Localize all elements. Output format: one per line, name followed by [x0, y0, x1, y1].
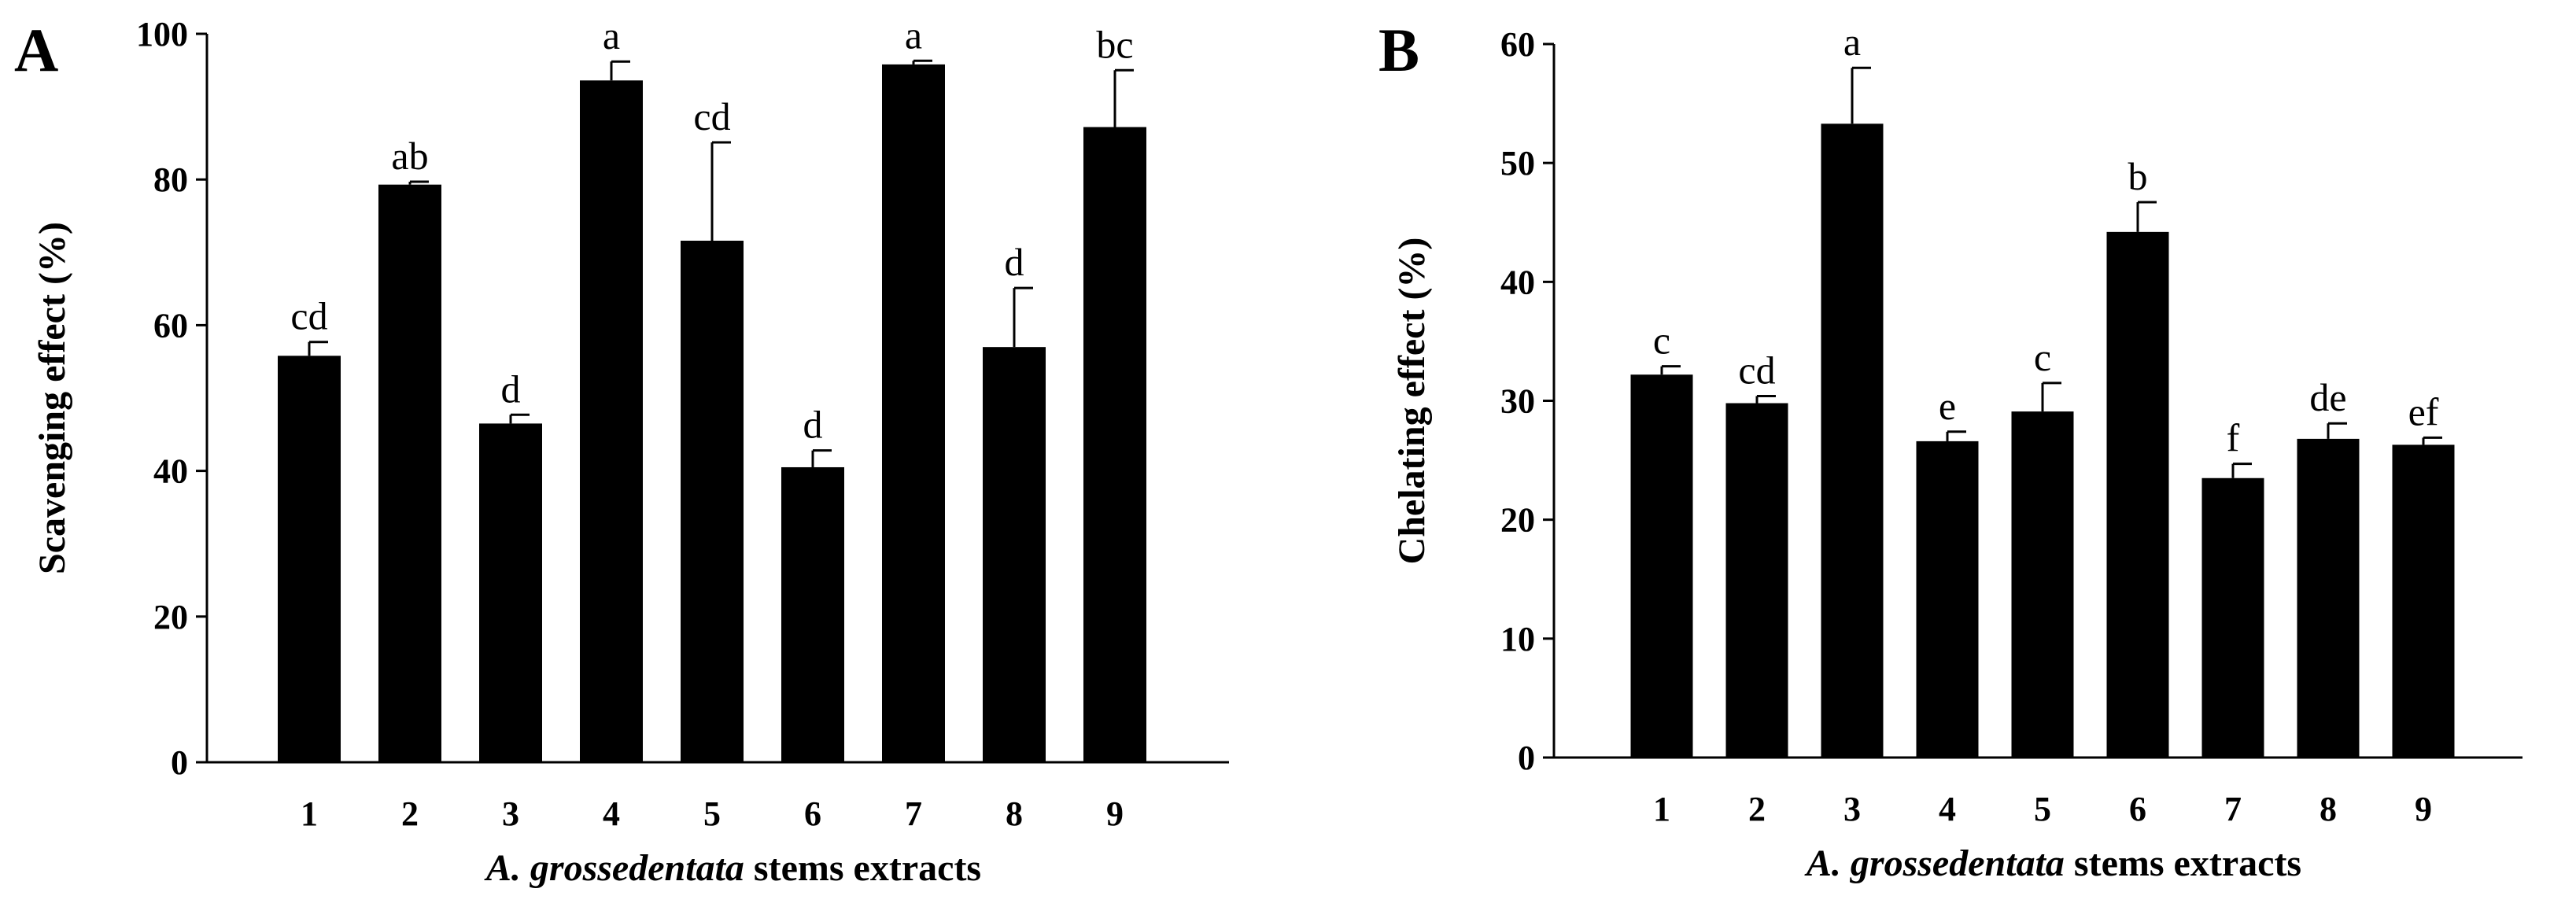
panel-b-bar: [2011, 411, 2074, 758]
panel-a-bar: [580, 80, 643, 763]
panel-b-significance-label: f: [2227, 416, 2240, 460]
panel-a-chart: A Scavenging effect (%) A. grossedentata…: [14, 13, 1229, 889]
panel-b-x-tick-label: 8: [2320, 790, 2337, 828]
panel-b-bar: [1916, 441, 1979, 758]
panel-a-x-axis-title-rest: stems extracts: [744, 847, 981, 889]
panel-a-x-tick-label: 6: [804, 794, 821, 833]
panel-a-significance-label: d: [1005, 240, 1024, 284]
panel-a-y-tick-label: 0: [171, 743, 188, 782]
panel-a-significance-label: cd: [290, 294, 327, 338]
panel-a-x-axis-title: A. grossedentata stems extracts: [484, 847, 981, 889]
panel-b-significance-label: b: [2128, 154, 2148, 198]
panel-a-y-tick-label: 100: [136, 15, 188, 53]
panel-a-x-axis-title-species: A. grossedentata: [484, 847, 744, 889]
panel-b-bar: [2392, 444, 2455, 758]
panel-b-significance-label: cd: [1738, 348, 1775, 392]
panel-a-bar: [681, 240, 744, 762]
panel-b-bar: [2106, 231, 2169, 758]
panel-b-x-tick-label: 2: [1748, 790, 1766, 828]
panel-b-significance-label: c: [1653, 319, 1670, 363]
panel-b-y-tick-label: 60: [1500, 25, 1535, 64]
panel-b-y-axis-title: Chelating effect (%): [1391, 238, 1433, 565]
panel-a-x-tick-label: 1: [301, 794, 318, 833]
panel-a-significance-label: d: [501, 367, 521, 411]
panel-b-y-tick-label: 50: [1500, 144, 1535, 182]
panel-b-bar: [1630, 374, 1693, 758]
panel-b-x-tick-label: 5: [2034, 790, 2051, 828]
panel-a-x-tick-label: 5: [703, 794, 721, 833]
panel-b-significance-label: de: [2309, 375, 2346, 419]
panel-a-x-tick-label: 8: [1006, 794, 1023, 833]
panel-a-y-tick-label: 80: [153, 160, 188, 199]
panel-a-y-tick-label: 20: [153, 598, 188, 636]
panel-a-x-tick-label: 7: [905, 794, 922, 833]
panel-a-y-axis-title: Scavenging effect (%): [31, 222, 73, 574]
panel-a-x-tick-label: 3: [502, 794, 519, 833]
panel-b-x-tick-label: 9: [2415, 790, 2432, 828]
panel-b-bar: [2297, 438, 2360, 758]
panel-b-marks: 0 10 20 30 40 50 60 c 1 cd 2 a 3 e 4 c 5 b 6 f 7 de 8 ef 9: [1500, 20, 2522, 828]
panel-a-y-tick-label: 60: [153, 306, 188, 345]
panel-b-significance-label: c: [2034, 335, 2051, 379]
panel-b-x-axis-title-rest: stems extracts: [2065, 842, 2301, 884]
panel-b-y-tick-label: 40: [1500, 263, 1535, 301]
panel-b-y-tick-label: 30: [1500, 382, 1535, 421]
panel-a-significance-label: ab: [391, 134, 428, 178]
panel-a-significance-label: a: [905, 13, 922, 57]
panel-b-x-tick-label: 7: [2224, 790, 2242, 828]
panel-a-significance-label: cd: [693, 94, 730, 138]
panel-b-bar: [2201, 477, 2264, 758]
panel-b-chart: B Chelating effect (%) A. grossedentata …: [1378, 16, 2522, 884]
panel-b-bar: [1821, 124, 1884, 758]
panel-b-significance-label: ef: [2408, 389, 2439, 433]
panel-b-significance-label: a: [1843, 20, 1861, 64]
panel-a-bar: [882, 64, 945, 763]
panel-b-y-tick-label: 20: [1500, 501, 1535, 540]
panel-b-x-tick-label: 4: [1939, 790, 1956, 828]
panel-b-y-tick-label: 0: [1518, 739, 1535, 777]
panel-a-bar: [479, 423, 542, 762]
panel-b-significance-label: e: [1939, 384, 1956, 428]
panel-a-x-tick-label: 4: [603, 794, 620, 833]
panel-b-x-axis-title-species: A. grossedentata: [1804, 842, 2065, 884]
panel-a-bar: [1083, 127, 1146, 762]
panel-b-y-tick-label: 10: [1500, 620, 1535, 658]
panel-a-marks: 0 20 40 60 80 100 cd 1 ab 2 d 3 a 4 cd 5 d 6 a 7 d 8 bc 9: [136, 13, 1229, 833]
panel-a-significance-label: bc: [1096, 22, 1133, 66]
panel-a-letter: A: [14, 16, 58, 84]
panel-b-x-tick-label: 6: [2129, 790, 2146, 828]
panel-a-x-tick-label: 9: [1106, 794, 1124, 833]
panel-b-bar: [1725, 403, 1788, 758]
panel-a-bar: [278, 356, 341, 762]
panel-b-letter: B: [1378, 16, 1419, 84]
panel-a-significance-label: a: [603, 13, 620, 57]
panel-b-x-tick-label: 3: [1843, 790, 1861, 828]
panel-a-bar: [378, 184, 441, 762]
panel-b-x-tick-label: 1: [1653, 790, 1670, 828]
panel-b-x-axis-title: A. grossedentata stems extracts: [1804, 842, 2301, 884]
panel-a-significance-label: d: [803, 403, 823, 447]
panel-a-y-tick-label: 40: [153, 452, 188, 491]
panel-a-bar: [983, 347, 1046, 762]
panel-a-x-tick-label: 2: [401, 794, 419, 833]
panel-a-bar: [781, 466, 844, 762]
